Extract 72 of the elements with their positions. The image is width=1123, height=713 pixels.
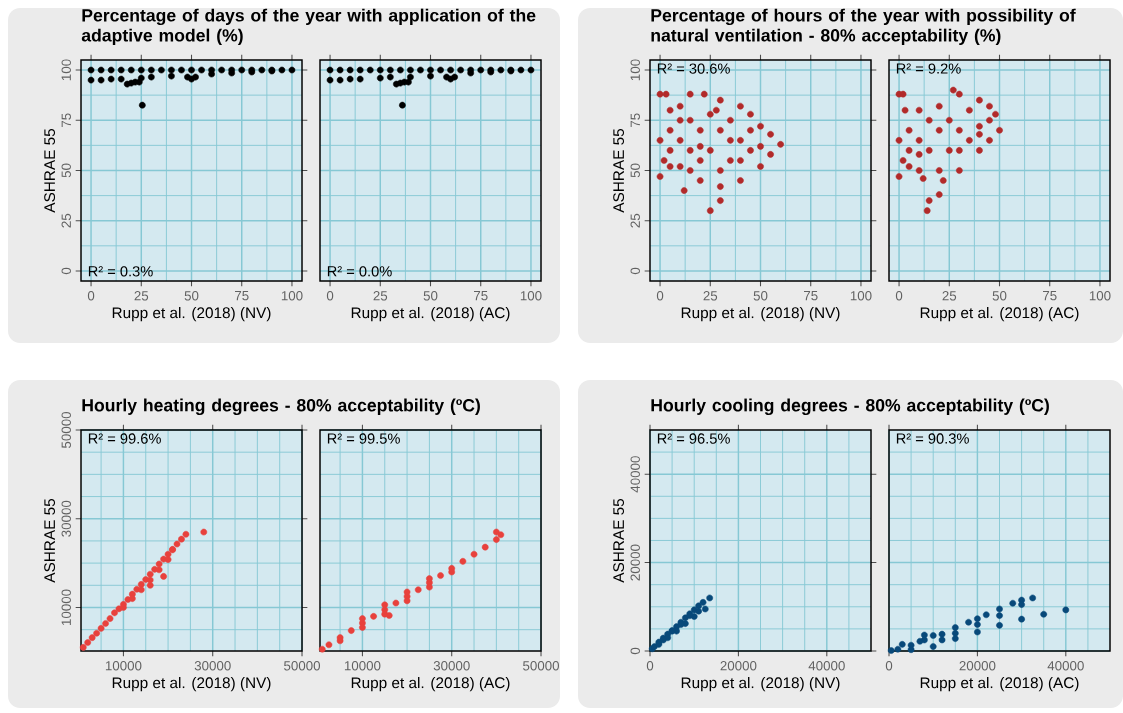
chart-title: Hourly heating degrees - 80% acceptability (ºC) <box>82 398 480 416</box>
x-tick-label: 50 <box>184 291 199 301</box>
x-axis-title: Rupp et al. (2018) (AC) <box>351 306 510 322</box>
x-tick-label: 0 <box>885 661 893 671</box>
x-tick-label: 40000 <box>1047 661 1084 671</box>
x-tick-label: 75 <box>1043 291 1057 301</box>
x-tick-label: 0 <box>895 291 903 301</box>
y-tick-label: 0 <box>61 267 71 275</box>
annotation: R² = 0.0% <box>327 266 392 277</box>
annotation: R² = 99.6% <box>88 433 161 444</box>
x-tick-label: 75 <box>804 291 818 301</box>
x-tick-label: 10000 <box>105 661 142 671</box>
x-axis-title: Rupp et al. (2018) (NV) <box>112 676 271 692</box>
annotation: R² = 0.3% <box>88 266 153 277</box>
chart-title: Hourly cooling degrees - 80% acceptability (ºC) <box>651 398 1049 416</box>
x-tick-label: 25 <box>134 291 149 301</box>
y-axis-title: ASHRAE 55 <box>613 128 625 213</box>
annotation: R² = 99.5% <box>327 433 400 444</box>
x-tick-label: 30000 <box>194 661 231 671</box>
y-tick-label: 40000 <box>630 456 640 493</box>
x-axis-title: Rupp et al. (2018) (NV) <box>681 676 840 692</box>
x-tick-label: 25 <box>703 291 718 301</box>
x-tick-label: 0 <box>656 291 664 301</box>
y-tick-label: 100 <box>61 59 71 81</box>
annotation: R² = 90.3% <box>896 433 969 444</box>
y-tick-label: 75 <box>630 113 640 127</box>
x-tick-label: 100 <box>281 291 303 301</box>
y-tick-label: 10000 <box>61 589 71 626</box>
x-tick-label: 10000 <box>344 661 381 671</box>
y-tick-label: 50000 <box>61 411 71 448</box>
y-tick-label: 20000 <box>630 544 640 581</box>
x-tick-label: 100 <box>520 291 542 301</box>
y-tick-label: 50 <box>630 163 640 178</box>
x-tick-label: 100 <box>850 291 872 301</box>
annotation: R² = 9.2% <box>896 63 961 74</box>
annotation: R² = 30.6% <box>657 63 730 74</box>
y-axis-title: ASHRAE 55 <box>44 128 56 213</box>
x-axis-title: Rupp et al. (2018) (AC) <box>351 676 510 692</box>
x-tick-label: 50 <box>992 291 1007 301</box>
x-tick-label: 75 <box>235 291 249 301</box>
x-tick-label: 20000 <box>959 661 996 671</box>
chart-title: Percentage of hours of the year with possibility of natural ventilation - 80% acceptability (%) <box>651 8 1076 46</box>
y-tick-label: 30000 <box>61 500 71 537</box>
chart-title: Percentage of days of the year with application of the adaptive model (%) <box>81 8 536 46</box>
y-axis-title: ASHRAE 55 <box>613 498 625 583</box>
x-axis-title: Rupp et al. (2018) (NV) <box>681 306 840 322</box>
y-tick-label: 25 <box>61 213 71 228</box>
x-tick-label: 0 <box>87 291 95 301</box>
x-tick-label: 0 <box>326 291 334 301</box>
y-tick-label: 50 <box>61 163 71 178</box>
x-tick-label: 30000 <box>433 661 470 671</box>
x-axis-title: Rupp et al. (2018) (NV) <box>112 306 271 322</box>
x-tick-label: 100 <box>1089 291 1111 301</box>
x-tick-label: 50000 <box>523 661 560 671</box>
x-tick-label: 25 <box>942 291 957 301</box>
y-tick-label: 25 <box>630 213 640 228</box>
x-axis-title: Rupp et al. (2018) (AC) <box>920 306 1079 322</box>
x-tick-label: 0 <box>646 661 654 671</box>
annotation: R² = 96.5% <box>657 433 730 444</box>
x-tick-label: 50000 <box>284 661 321 671</box>
y-tick-label: 0 <box>630 267 640 275</box>
y-tick-label: 100 <box>630 59 640 81</box>
x-tick-label: 50 <box>423 291 438 301</box>
y-tick-label: 75 <box>61 113 71 127</box>
x-axis-title: Rupp et al. (2018) (AC) <box>920 676 1079 692</box>
x-tick-label: 40000 <box>808 661 845 671</box>
x-tick-label: 75 <box>474 291 488 301</box>
x-tick-label: 50 <box>753 291 768 301</box>
y-tick-label: 0 <box>630 647 640 655</box>
x-tick-label: 25 <box>373 291 388 301</box>
y-axis-title: ASHRAE 55 <box>44 498 56 583</box>
x-tick-label: 20000 <box>720 661 757 671</box>
